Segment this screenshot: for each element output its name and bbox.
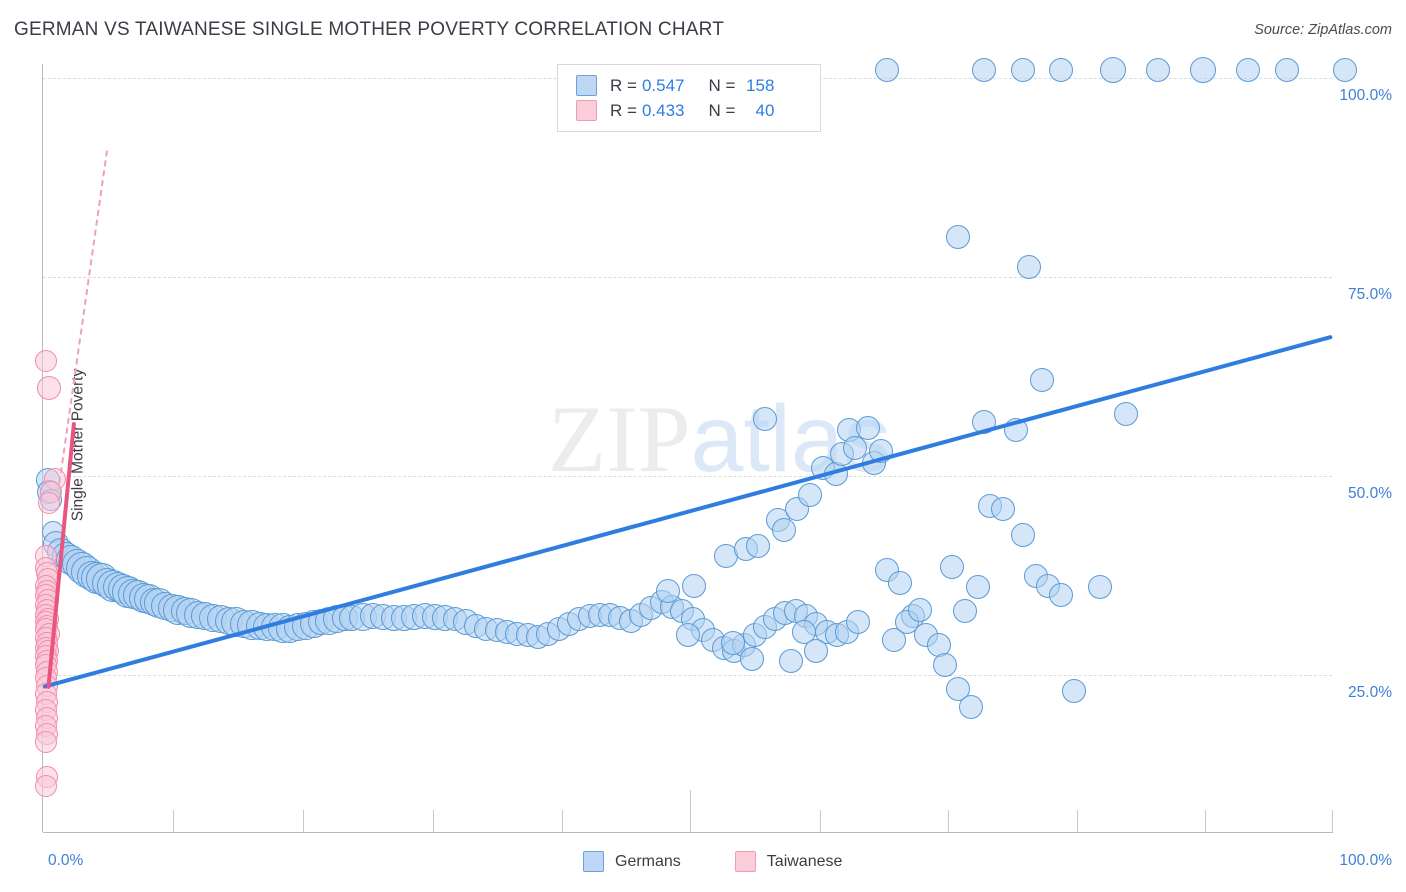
- data-point-germans[interactable]: [772, 518, 797, 543]
- legend-label-taiwanese: Taiwanese: [766, 852, 843, 870]
- x-axis-line: [43, 832, 1333, 833]
- data-point-germans[interactable]: [1049, 583, 1074, 608]
- data-point-germans[interactable]: [1062, 678, 1087, 703]
- data-point-germans[interactable]: [1017, 255, 1042, 280]
- germans-r-label: R =: [610, 75, 637, 95]
- data-point-germans[interactable]: [1332, 58, 1357, 83]
- data-point-germans[interactable]: [843, 436, 868, 461]
- data-point-taiwanese[interactable]: [34, 730, 57, 753]
- data-point-germans[interactable]: [797, 483, 822, 508]
- taiwanese-swatch-icon: [576, 100, 597, 121]
- data-point-germans[interactable]: [778, 648, 803, 673]
- data-point-taiwanese[interactable]: [34, 775, 57, 798]
- data-point-germans[interactable]: [933, 653, 958, 678]
- data-point-germans[interactable]: [785, 497, 810, 522]
- data-point-germans[interactable]: [991, 497, 1016, 522]
- data-point-taiwanese[interactable]: [38, 492, 61, 515]
- data-point-germans[interactable]: [714, 543, 739, 568]
- taiwanese-n-value: 40: [755, 100, 775, 120]
- germans-r-value: 0.547: [641, 75, 685, 95]
- data-point-germans[interactable]: [656, 578, 681, 603]
- page-title: GERMAN VS TAIWANESE SINGLE MOTHER POVERT…: [14, 19, 724, 40]
- x-axis-tick: [948, 810, 949, 832]
- germans-swatch-icon: [576, 75, 597, 96]
- data-point-germans[interactable]: [1029, 368, 1054, 393]
- source-attribution: Source: ZipAtlas.com: [1254, 22, 1392, 38]
- data-point-germans[interactable]: [752, 406, 777, 431]
- correlation-stats-box: R = 0.547 N = 158 R = 0.433 N = 40: [557, 64, 821, 132]
- series-legend: Germans Taiwanese: [583, 851, 842, 872]
- data-point-germans[interactable]: [1145, 58, 1170, 83]
- x-axis-min-label: 0.0%: [48, 852, 84, 869]
- data-point-germans[interactable]: [946, 225, 971, 250]
- legend-item-germans[interactable]: Germans: [583, 851, 681, 872]
- data-point-germans[interactable]: [1010, 58, 1035, 83]
- y-axis-title-wrap: Single Mother Poverty: [10, 330, 86, 560]
- data-point-germans[interactable]: [804, 639, 829, 664]
- data-point-germans[interactable]: [845, 610, 870, 635]
- taiwanese-r-label: R =: [610, 100, 637, 120]
- y-axis-label-75: 75.0%: [1348, 286, 1392, 303]
- data-point-germans[interactable]: [939, 554, 964, 579]
- data-point-germans[interactable]: [965, 575, 990, 600]
- data-point-germans[interactable]: [720, 631, 745, 656]
- data-point-germans[interactable]: [952, 599, 977, 624]
- data-point-taiwanese[interactable]: [37, 376, 62, 401]
- data-point-germans[interactable]: [926, 632, 951, 657]
- data-point-germans[interactable]: [746, 534, 771, 559]
- x-axis-tick: [303, 810, 304, 832]
- taiwanese-r-value: 0.433: [641, 100, 685, 120]
- x-axis-tick: [820, 810, 821, 832]
- data-point-germans[interactable]: [1087, 575, 1112, 600]
- data-point-germans[interactable]: [1190, 57, 1217, 84]
- germans-legend-swatch-icon: [583, 851, 604, 872]
- plot-area: [43, 64, 1332, 832]
- y-axis-label-25: 25.0%: [1348, 684, 1392, 701]
- legend-label-germans: Germans: [615, 852, 681, 870]
- gridline-25: [43, 675, 1332, 676]
- germans-n-label: N =: [708, 75, 736, 95]
- data-point-germans[interactable]: [959, 694, 984, 719]
- x-axis-tick: [1077, 810, 1078, 832]
- data-point-germans[interactable]: [681, 573, 706, 598]
- data-point-germans[interactable]: [1236, 58, 1261, 83]
- y-axis-label-50: 50.0%: [1348, 485, 1392, 502]
- taiwanese-legend-swatch-icon: [734, 851, 756, 872]
- data-point-germans[interactable]: [1099, 57, 1126, 84]
- stats-row-germans: R = 0.547 N = 158: [576, 75, 820, 96]
- x-axis-tick: [690, 790, 691, 832]
- x-axis-tick: [173, 810, 174, 832]
- data-point-germans[interactable]: [1113, 401, 1138, 426]
- x-axis-tick: [1205, 810, 1206, 832]
- data-point-germans[interactable]: [971, 58, 996, 83]
- legend-item-taiwanese[interactable]: Taiwanese: [734, 851, 843, 872]
- y-axis-label-100: 100.0%: [1339, 87, 1392, 104]
- data-point-germans[interactable]: [1274, 58, 1299, 83]
- x-axis-tick: [433, 810, 434, 832]
- y-axis-line: [42, 64, 43, 832]
- gridline-75: [43, 277, 1332, 278]
- data-point-germans[interactable]: [1010, 522, 1035, 547]
- data-point-germans[interactable]: [739, 647, 764, 672]
- x-axis-tick: [1332, 810, 1333, 832]
- gridline-50: [43, 476, 1332, 477]
- data-point-germans[interactable]: [675, 623, 700, 648]
- data-point-taiwanese[interactable]: [34, 349, 57, 372]
- data-point-germans[interactable]: [888, 570, 913, 595]
- stats-row-taiwanese: R = 0.433 N = 40: [576, 100, 820, 121]
- data-point-germans[interactable]: [907, 597, 932, 622]
- germans-n-value: 158: [746, 75, 775, 95]
- data-point-germans[interactable]: [875, 58, 900, 83]
- x-axis-max-label: 100.0%: [1339, 852, 1392, 869]
- taiwanese-n-label: N =: [708, 100, 736, 120]
- x-axis-tick: [562, 810, 563, 832]
- data-point-germans[interactable]: [1049, 58, 1074, 83]
